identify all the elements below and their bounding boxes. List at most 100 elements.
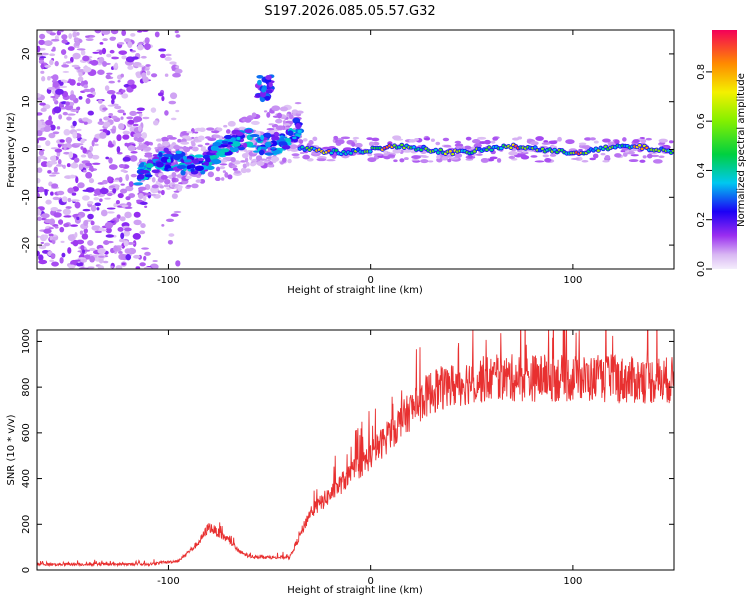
noise-patch [99, 42, 104, 45]
carrier-core [451, 152, 455, 156]
noise-patch [144, 37, 150, 44]
noise-patch [41, 76, 46, 82]
signal-core [271, 136, 280, 141]
snr-xtick-label: -100 [157, 576, 180, 587]
noise-patch [75, 45, 80, 49]
noise-patch [123, 38, 131, 43]
noise-patch [61, 39, 68, 44]
signal-halo [191, 146, 199, 152]
noise-patch [140, 223, 146, 229]
noise-patch [51, 239, 56, 245]
signal-halo [197, 135, 205, 141]
signal-core [194, 154, 204, 158]
carrier-halo [628, 159, 639, 163]
noise-patch [50, 172, 60, 175]
noise-patch [137, 44, 144, 51]
noise-patch [87, 151, 93, 159]
spectrogram-image [37, 30, 674, 269]
snr-ytick-label: 1000 [21, 329, 32, 354]
noise-patch [110, 265, 114, 269]
colorbar-tick-label: 0.2 [696, 212, 707, 228]
signal-core [172, 154, 182, 161]
colorbar-gradient [712, 30, 737, 269]
spectrogram-xlabel: Height of straight line (km) [287, 285, 423, 296]
noise-patch [97, 265, 105, 269]
noise-patch [78, 95, 83, 100]
colorbar-ticks: 0.0 0.2 0.4 0.6 0.8 [696, 64, 712, 277]
noise-patch [129, 48, 133, 52]
carrier-halo [543, 140, 549, 143]
spectrogram-ytick-label: -10 [21, 189, 32, 205]
noise-patch [49, 259, 54, 262]
signal-halo [139, 144, 148, 149]
noise-patch [37, 130, 43, 137]
carrier-halo [640, 139, 647, 144]
carrier-halo [308, 140, 314, 146]
noise-patch [117, 41, 125, 45]
carrier-halo [530, 141, 539, 146]
carrier-halo [454, 143, 464, 148]
noise-patch [65, 61, 72, 64]
spectrogram-xtick-label: 100 [563, 275, 582, 286]
noise-patch [85, 162, 92, 167]
noise-patch [174, 68, 183, 74]
signal-halo [166, 187, 171, 190]
noise-patch [61, 64, 70, 68]
noise-patch [121, 55, 127, 60]
noise-patch [107, 143, 114, 148]
noise-patch [127, 65, 134, 70]
noise-patch [54, 60, 59, 67]
noise-patch [57, 159, 62, 165]
noise-patch [58, 30, 64, 33]
noise-patch [81, 233, 89, 240]
signal-halo [266, 128, 275, 131]
side-feature-patch [265, 74, 272, 81]
noise-patch [70, 199, 80, 202]
signal-core [295, 122, 301, 130]
signal-core [230, 137, 236, 142]
noise-patch [164, 73, 169, 77]
noise-patch [59, 106, 67, 110]
signal-halo [171, 177, 176, 183]
noise-patch [175, 109, 180, 113]
noise-patch [129, 110, 137, 116]
noise-patch [128, 181, 134, 187]
noise-patch [66, 163, 71, 168]
noise-patch [138, 125, 142, 132]
noise-patch [67, 113, 76, 116]
signal-halo [179, 133, 183, 137]
signal-halo [244, 117, 252, 123]
noise-patch [137, 30, 143, 33]
noise-patch [97, 247, 106, 254]
spectrogram-xtick-label: 0 [367, 275, 373, 286]
noise-patch [87, 239, 94, 246]
noise-patch [37, 216, 42, 222]
signal-halo [266, 112, 271, 118]
carrier-core [487, 146, 491, 149]
signal-core [166, 158, 172, 163]
signal-halo [140, 158, 148, 162]
signal-halo [194, 127, 203, 132]
noise-patch [83, 121, 88, 125]
noise-patch [67, 187, 75, 194]
signal-core [138, 163, 144, 168]
noise-patch [118, 238, 126, 243]
signal-halo [282, 157, 287, 163]
signal-core [203, 161, 210, 167]
carrier-halo [354, 142, 363, 148]
signal-core [151, 169, 160, 174]
noise-patch [72, 120, 77, 127]
noise-patch [121, 93, 129, 99]
carrier-halo [534, 160, 545, 163]
noise-patch [129, 155, 138, 162]
carrier-halo [646, 153, 653, 159]
carrier-halo [465, 136, 472, 141]
noise-patch [125, 196, 131, 201]
noise-patch [82, 189, 91, 192]
carrier-halo [392, 135, 402, 140]
signal-core [156, 161, 164, 168]
signal-halo [227, 174, 233, 180]
carrier-core [499, 146, 503, 150]
noise-patch [90, 220, 95, 226]
